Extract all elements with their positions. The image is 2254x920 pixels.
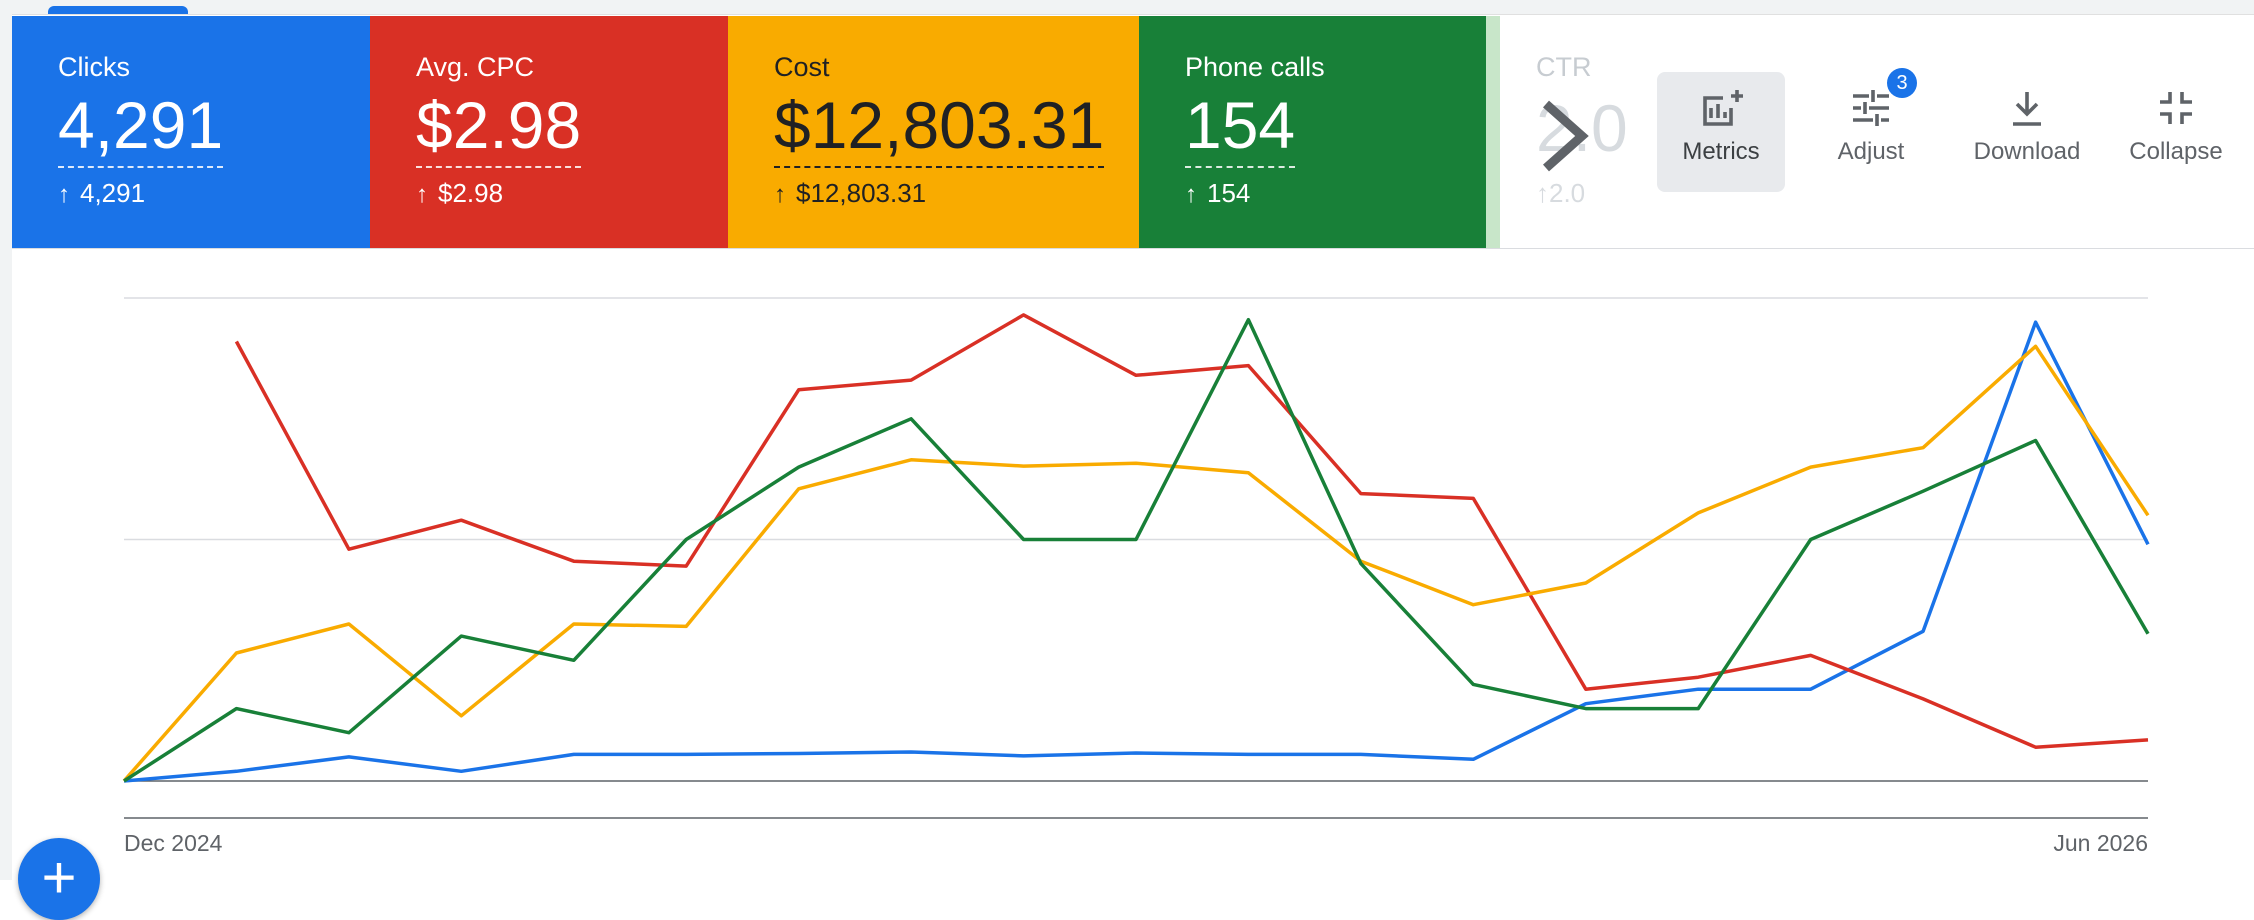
- x-axis-start-label: Dec 2024: [124, 830, 223, 856]
- scorecard-comparison: ↑ $2.98: [416, 178, 503, 209]
- scorecard-clicks[interactable]: Clicks 4,291 ↑ 4,291: [12, 16, 370, 248]
- scroll-next-button[interactable]: [1532, 96, 1598, 176]
- scorecard-comparison: ↑ 4,291: [58, 178, 145, 209]
- arrow-up-icon: ↑: [1185, 181, 1197, 208]
- active-tab-indicator: [48, 6, 188, 14]
- arrow-up-icon: ↑: [1536, 178, 1549, 208]
- scorecard-comparison: ↑ 154: [1185, 178, 1250, 209]
- scorecard-label: CTR: [1536, 52, 1592, 82]
- scorecard-label: Clicks: [58, 52, 130, 82]
- left-gutter: [0, 14, 12, 880]
- tune-icon: [1853, 90, 1889, 126]
- adjust-button[interactable]: 3 Adjust: [1807, 68, 1935, 192]
- arrow-up-icon: ↑: [416, 181, 428, 208]
- series-line-1: [234, 313, 2149, 749]
- comparison-value: 2.0: [1549, 178, 1586, 208]
- scorecard-label: Avg. CPC: [416, 52, 535, 82]
- comparison-value: $12,803.31: [796, 178, 927, 208]
- download-icon: [2013, 92, 2041, 126]
- chevron-right-icon: [1543, 100, 1589, 172]
- collapse-icon: [2160, 92, 2192, 124]
- scorecard-value: $2.98: [416, 88, 582, 168]
- performance-chart: Dec 2024 Jun 2026: [0, 248, 2254, 880]
- scorecard-phone-calls[interactable]: Phone calls 154 ↑ 154: [1139, 16, 1486, 248]
- adjust-badge: 3: [1887, 68, 1917, 98]
- scorecard-value: 4,291: [58, 88, 224, 168]
- scorecard-ctr-edge: [1486, 16, 1500, 248]
- adjust-label: Adjust: [1837, 138, 1905, 165]
- scorecard-label: Phone calls: [1185, 52, 1325, 82]
- scorecard-value: $12,803.31: [774, 88, 1105, 168]
- scorecard-cost[interactable]: Cost $12,803.31 ↑ $12,803.31: [728, 16, 1139, 248]
- comparison-value: 4,291: [80, 178, 146, 208]
- comparison-value: $2.98: [438, 178, 504, 208]
- collapse-button[interactable]: Collapse: [2112, 72, 2240, 192]
- scorecard-avg-cpc[interactable]: Avg. CPC $2.98 ↑ $2.98: [370, 16, 728, 248]
- add-chart-icon: [1703, 90, 1743, 126]
- metrics-label: Metrics: [1682, 138, 1760, 165]
- arrow-up-icon: ↑: [58, 181, 70, 208]
- series-line-0: [123, 320, 2150, 783]
- collapse-label: Collapse: [2129, 138, 2223, 165]
- arrow-up-icon: ↑: [774, 181, 786, 208]
- scorecard-strip: Clicks 4,291 ↑ 4,291 Avg. CPC $2.98 ↑ $2.9…: [12, 16, 2254, 249]
- scorecard-comparison: ↑ $12,803.31: [774, 178, 926, 209]
- comparison-value: 154: [1207, 178, 1251, 208]
- scorecard-ctr[interactable]: CTR 2.0 ↑2.0: [1486, 16, 1636, 248]
- scorecard-label: Cost: [774, 52, 830, 82]
- series-line-2: [122, 344, 2150, 783]
- chart-lines: [122, 313, 2150, 783]
- metrics-button[interactable]: Metrics: [1657, 72, 1785, 192]
- top-bar: [0, 0, 2254, 15]
- download-button[interactable]: Download: [1957, 72, 2097, 192]
- scorecard-value: 154: [1185, 88, 1296, 168]
- download-label: Download: [1973, 138, 2081, 165]
- series-line-3: [123, 317, 2150, 783]
- plus-icon: +: [41, 844, 77, 911]
- chart-svg: [122, 297, 2150, 819]
- add-fab-button[interactable]: +: [18, 838, 100, 920]
- x-axis-end-label: Jun 2026: [2053, 830, 2148, 856]
- scorecard-comparison: ↑2.0: [1536, 178, 1585, 209]
